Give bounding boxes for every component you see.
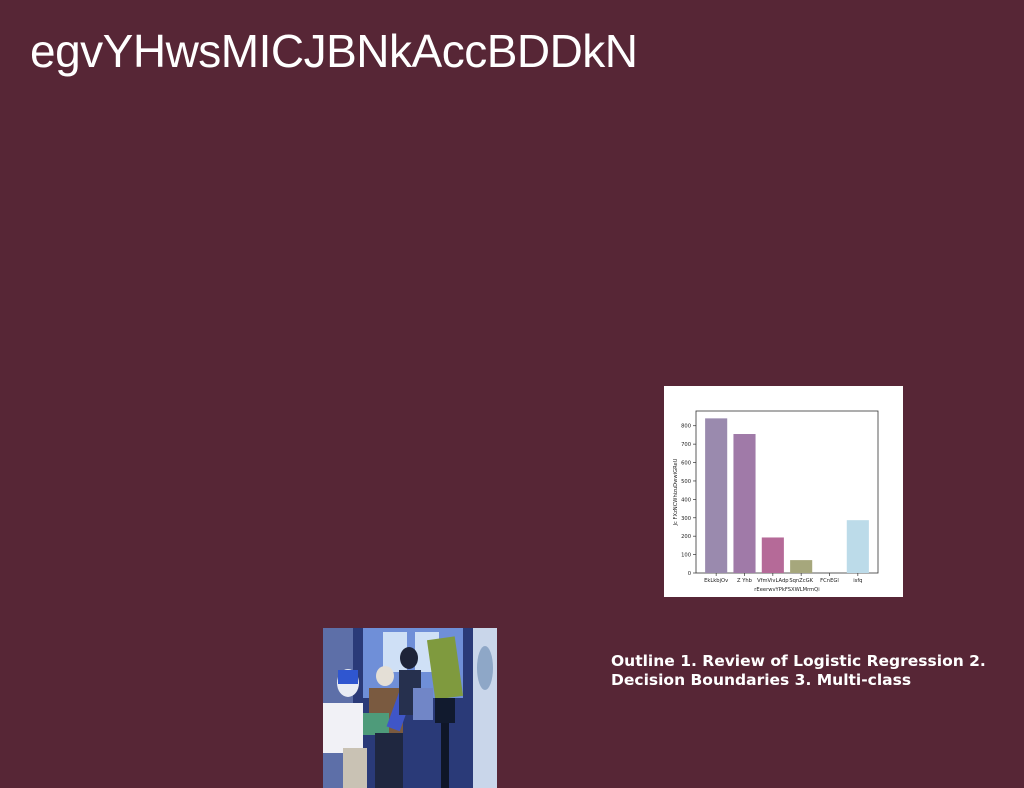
x-tick-label: SqnZcGK: [789, 578, 813, 584]
x-tick-label: VfmVivLAdp: [757, 578, 789, 584]
bar-chart: 0 100 200 300 400 500 600 700 800 EkLkbjOv Z Yhb Vf…: [664, 386, 903, 597]
slide-title: egvYHwsMICJBNkAccBDDkN: [30, 25, 638, 77]
y-tick-label: 0: [688, 571, 691, 577]
y-tick-label: 600: [681, 461, 691, 467]
bar-vfmvivladp: [761, 537, 784, 573]
x-axis-label: rEeerwvYPkFSXWLMrmQi: [754, 587, 819, 593]
x-tick-label: FCnEGl: [820, 578, 839, 584]
y-tick-label: 800: [681, 424, 691, 430]
bar-chart-svg: 0 100 200 300 400 500 600 700 800 EkLkbjOv Z Yhb Vf…: [673, 410, 879, 593]
bar-sqnzcgk: [790, 560, 813, 573]
x-tick-label: isfq: [853, 578, 862, 584]
bar-z-yhb: [733, 434, 756, 573]
y-tick-label: 700: [681, 442, 691, 448]
y-tick-label: 500: [681, 479, 691, 485]
photo-illustration: [323, 628, 497, 788]
bar-isfq: [846, 520, 869, 573]
y-axis-label: Jc FXzNCWhizuDwwiGReU: [673, 458, 679, 526]
bar-eklkbjov: [705, 418, 728, 573]
y-tick-label: 400: [681, 497, 691, 503]
x-tick-label: EkLkbjOv: [704, 578, 728, 584]
photo-group-people: [323, 628, 497, 788]
y-tick-label: 300: [681, 516, 691, 522]
slide-caption: Outline 1. Review of Logistic Regression…: [611, 652, 986, 689]
x-tick-label: Z Yhb: [737, 578, 753, 584]
y-tick-label: 100: [681, 553, 691, 559]
plot-frame: [695, 410, 879, 574]
y-tick-label: 200: [681, 534, 691, 540]
